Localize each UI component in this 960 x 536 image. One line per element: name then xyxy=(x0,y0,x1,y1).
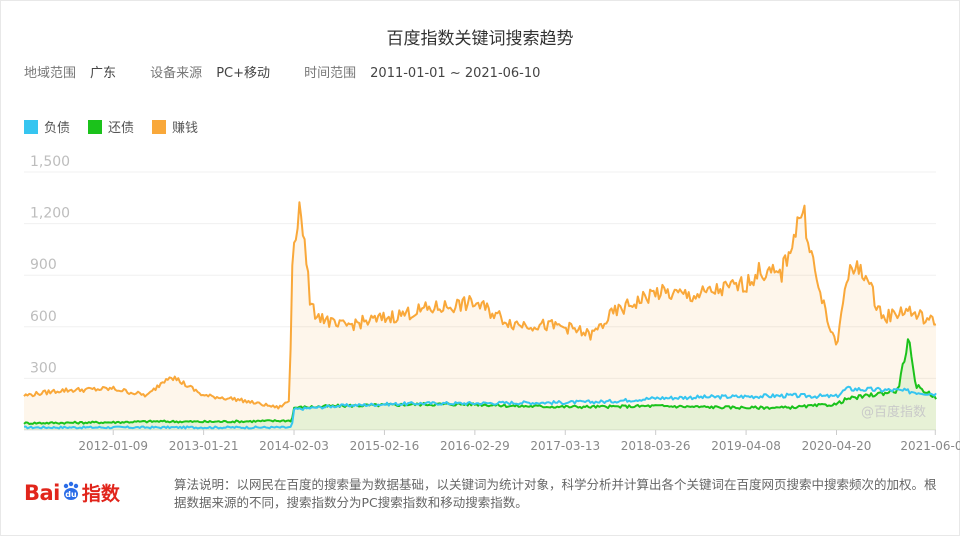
filter-time-value[interactable]: 2011-01-01 ~ 2021-06-10 xyxy=(370,66,541,81)
watermark-text: @百度指数 xyxy=(861,404,926,420)
legend-swatch-earn xyxy=(152,119,167,134)
x-tick-label: 2018-03-26 xyxy=(621,439,691,453)
algorithm-note: 算法说明：以网民在百度的搜索量为数据基础，以关键词为统计对象，科学分析并计算出各… xyxy=(174,477,937,510)
paw-icon: du xyxy=(61,481,81,505)
y-tick-label: 900 xyxy=(30,257,57,273)
legend-label-debt: 负债 xyxy=(44,121,71,136)
legend-label-repay: 还债 xyxy=(108,121,135,136)
x-tick-label: 2012-01-09 xyxy=(78,439,148,453)
filter-device-label: 设备来源 xyxy=(150,66,203,81)
x-tick-label: 2021-06-07 xyxy=(900,439,960,453)
x-tick-label: 2017-03-13 xyxy=(530,439,600,453)
series-line-2[interactable] xyxy=(23,201,937,410)
legend-item-earn[interactable]: 赚钱 xyxy=(152,117,198,136)
legend-label-earn: 赚钱 xyxy=(172,121,199,136)
filter-bar: 地域范围 广东 设备来源 PC+移动 时间范围 2011-01-01 ~ 2021-0… xyxy=(24,62,570,81)
page-title: 百度指数关键词搜索趋势 xyxy=(386,29,574,49)
x-tick-label: 2014-02-03 xyxy=(259,439,329,453)
y-tick-label: 300 xyxy=(30,360,57,376)
filter-region-value[interactable]: 广东 xyxy=(90,66,117,81)
legend-item-repay[interactable]: 还债 xyxy=(88,117,134,136)
x-tick-label: 2020-04-20 xyxy=(802,439,872,453)
series-area-2 xyxy=(24,202,936,430)
baidu-index-logo: Bai du 指数 xyxy=(24,479,120,506)
filter-device-value[interactable]: PC+移动 xyxy=(216,66,270,81)
legend-swatch-debt xyxy=(24,119,38,134)
y-tick-label: 600 xyxy=(30,309,57,325)
logo-du-text: du xyxy=(65,490,77,499)
x-tick-label: 2013-01-21 xyxy=(169,439,239,453)
x-tick-label: 2016-02-29 xyxy=(440,439,510,453)
trend-chart[interactable]: 300 600 900 1,200 1,500 2012-01-09 2013-01-21… xyxy=(0,150,960,465)
logo-zhishu-text: 指数 xyxy=(81,483,120,505)
filter-region-label: 地域范围 xyxy=(24,66,77,81)
x-tick-label: 2019-04-08 xyxy=(711,439,781,453)
filter-time-label: 时间范围 xyxy=(304,66,357,81)
logo-bai-text: Bai xyxy=(24,480,60,505)
legend-item-debt[interactable]: 负债 xyxy=(24,117,70,136)
series-line-0[interactable] xyxy=(24,385,937,430)
y-tick-label: 1,500 xyxy=(30,154,70,170)
y-tick-label: 1,200 xyxy=(30,206,70,222)
chart-legend: 负债 还债 赚钱 xyxy=(24,117,198,136)
x-tick-label: 2015-02-16 xyxy=(350,439,420,453)
legend-swatch-repay xyxy=(88,119,103,134)
